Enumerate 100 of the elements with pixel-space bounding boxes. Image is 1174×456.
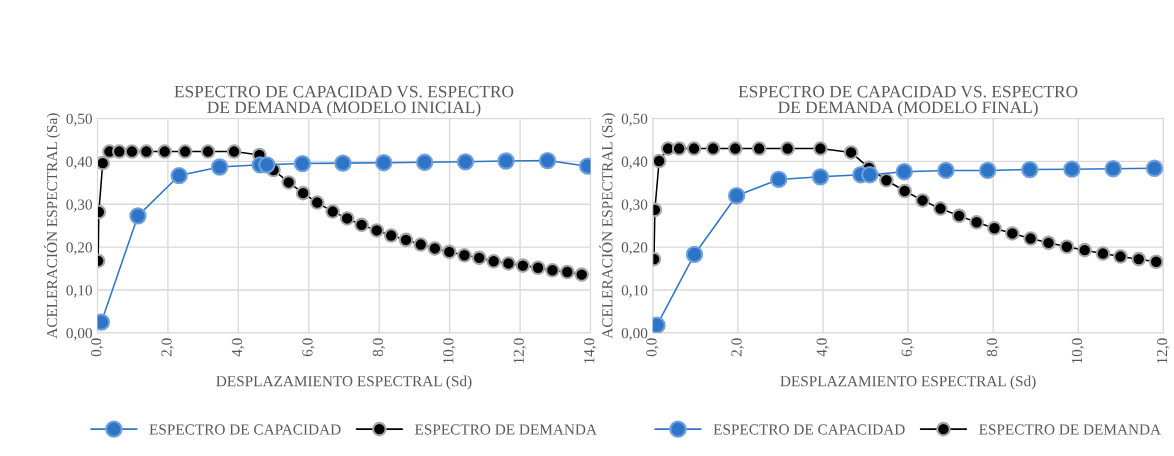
point xyxy=(1041,235,1056,251)
legend-label: ESPECTRO DE DEMANDA xyxy=(414,424,597,435)
y-tick-label: 0,00 xyxy=(66,328,92,341)
y-tick-label: 0,30 xyxy=(621,199,648,212)
point xyxy=(486,254,501,269)
point xyxy=(293,154,312,173)
x-tick-label: 6,0 xyxy=(901,338,915,357)
point xyxy=(334,154,352,172)
x-tick-label: 12,0 xyxy=(1156,338,1170,364)
point xyxy=(685,245,704,264)
point xyxy=(415,153,434,171)
point xyxy=(1113,249,1128,264)
x-tick-label: 2,0 xyxy=(161,338,174,357)
point xyxy=(1023,231,1038,246)
point xyxy=(530,260,546,276)
x-tick-label: 8,0 xyxy=(986,338,1000,357)
point xyxy=(727,187,746,205)
point xyxy=(813,141,828,156)
point xyxy=(969,215,984,230)
x-axis-title: DESPLAZAMIENTO ESPECTRAL (Sd) xyxy=(216,375,472,390)
point xyxy=(281,175,296,190)
point xyxy=(471,250,487,266)
point xyxy=(515,258,531,273)
point xyxy=(1059,239,1075,255)
point xyxy=(705,141,721,156)
point xyxy=(157,144,172,159)
point xyxy=(951,208,967,224)
point xyxy=(413,237,429,252)
point xyxy=(686,141,702,156)
point xyxy=(501,256,516,271)
point xyxy=(770,170,788,189)
x-tick-label: 2,0 xyxy=(731,338,744,357)
point xyxy=(538,151,557,170)
point xyxy=(139,144,154,159)
point xyxy=(354,217,369,233)
point xyxy=(129,207,147,225)
point xyxy=(170,166,188,185)
point xyxy=(456,153,475,171)
point xyxy=(933,201,948,216)
point xyxy=(1131,251,1147,267)
point xyxy=(574,267,590,282)
point xyxy=(861,166,879,184)
y-tick-label: 0,00 xyxy=(621,328,648,341)
y-tick-label: 0,40 xyxy=(621,156,648,170)
point xyxy=(398,232,414,248)
y-tick-label: 0,20 xyxy=(621,242,648,255)
y-tick-label: 0,10 xyxy=(66,285,92,298)
point xyxy=(652,153,667,169)
x-tick-label: 4,0 xyxy=(816,338,829,357)
point xyxy=(383,228,399,243)
point xyxy=(978,161,997,180)
point xyxy=(937,161,955,180)
y-tick-label: 0,10 xyxy=(621,285,648,298)
point xyxy=(309,195,325,210)
point xyxy=(200,144,216,159)
point xyxy=(915,193,930,208)
point xyxy=(369,223,385,238)
x-tick-label: 10,0 xyxy=(443,338,456,364)
point xyxy=(177,144,193,159)
point xyxy=(879,172,894,188)
point xyxy=(111,144,127,159)
chart-title: ESPECTRO DE CAPACIDAD VS. ESPECTRO DE DEMANDA (MODELO FINAL) xyxy=(738,85,1078,117)
point xyxy=(97,155,111,171)
point xyxy=(457,248,472,263)
x-tick-label: 6,0 xyxy=(302,338,315,357)
point xyxy=(210,158,229,176)
point xyxy=(671,141,687,156)
point xyxy=(339,211,355,226)
x-axis-title: DESPLAZAMIENTO ESPECTRAL (Sd) xyxy=(780,375,1036,390)
point xyxy=(427,241,443,256)
point xyxy=(1005,226,1020,241)
point xyxy=(1077,242,1092,258)
x-tick-label: 4,0 xyxy=(231,338,245,357)
point xyxy=(497,152,515,170)
point xyxy=(1148,254,1164,270)
y-tick-label: 0,20 xyxy=(66,242,92,255)
point xyxy=(325,204,340,219)
point xyxy=(843,145,859,160)
point xyxy=(987,221,1002,236)
x-tick-label: 8,0 xyxy=(372,338,386,357)
y-tick-label: 0,50 xyxy=(621,113,648,127)
legend-label: ESPECTRO DE CAPACIDAD xyxy=(713,424,905,435)
point xyxy=(559,264,575,280)
y-tick-label: 0,50 xyxy=(66,113,92,127)
point xyxy=(442,244,457,260)
x-tick-label: 0,0 xyxy=(646,338,659,357)
x-tick-label: 14,0 xyxy=(584,338,597,364)
chart-title: ESPECTRO DE CAPACIDAD VS. ESPECTRO DE DEMANDA (MODELO INICIAL) xyxy=(174,85,514,117)
point xyxy=(780,141,795,156)
point xyxy=(545,263,560,278)
legend-label: ESPECTRO DE CAPACIDAD xyxy=(149,424,341,435)
point xyxy=(124,144,140,159)
x-tick-label: 10,0 xyxy=(1071,338,1085,364)
y-axis-title: ACELERACIÓN ESPECTRAL (Sa) xyxy=(43,113,61,339)
point xyxy=(295,185,311,201)
point xyxy=(1095,246,1111,261)
legend-label: ESPECTRO DE DEMANDA xyxy=(979,424,1161,435)
x-tick-label: 0,0 xyxy=(90,338,104,357)
point xyxy=(375,154,393,172)
point xyxy=(1104,160,1122,178)
